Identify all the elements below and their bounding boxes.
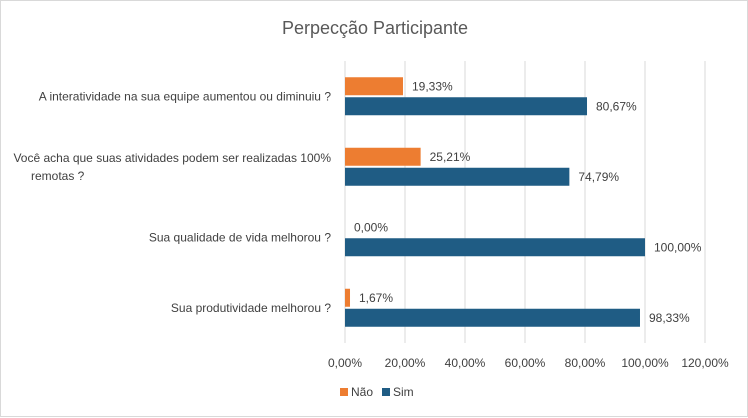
category-label: Sua produtividade melhorou ? bbox=[171, 301, 331, 315]
legend-label-nao: Não bbox=[351, 385, 373, 399]
data-label-sim: 80,67% bbox=[596, 99, 637, 113]
bar-sim bbox=[345, 97, 588, 116]
x-tick-label: 20,00% bbox=[385, 356, 426, 370]
bar-sim bbox=[345, 238, 645, 257]
x-tick-label: 120,00% bbox=[681, 356, 729, 370]
bar-nao bbox=[345, 77, 403, 96]
data-label-nao: 19,33% bbox=[412, 79, 453, 93]
data-label-sim: 100,00% bbox=[654, 240, 702, 254]
category-label: Sua qualidade de vida melhorou ? bbox=[149, 230, 331, 244]
data-label-sim: 74,79% bbox=[578, 170, 619, 184]
data-label-sim: 98,33% bbox=[649, 311, 690, 325]
category-label: A interatividade na sua equipe aumentou … bbox=[39, 89, 332, 103]
x-tick-label: 100,00% bbox=[621, 356, 669, 370]
x-tick-label: 80,00% bbox=[565, 356, 606, 370]
x-axis-ticks: 0,00% 20,00% 40,00% 60,00% 80,00% 100,00% 120,… bbox=[328, 356, 729, 370]
category-label: remotas ? bbox=[31, 169, 85, 183]
bar-sim bbox=[345, 308, 640, 327]
bar-nao bbox=[345, 147, 421, 166]
category-label: Você acha que suas atividades podem ser … bbox=[13, 151, 331, 165]
legend: Não Sim bbox=[340, 385, 414, 399]
legend-label-sim: Sim bbox=[393, 385, 414, 399]
data-label-nao: 1,67% bbox=[359, 291, 393, 305]
x-tick-label: 0,00% bbox=[328, 356, 362, 370]
x-tick-label: 40,00% bbox=[445, 356, 486, 370]
legend-swatch-nao bbox=[340, 388, 348, 396]
data-labels: 19,33% 80,67% 25,21% 74,79% 0,00% 100,00% 1,67… bbox=[354, 79, 702, 325]
bars bbox=[345, 77, 645, 327]
legend-swatch-sim bbox=[382, 388, 390, 396]
bar-nao bbox=[345, 288, 351, 307]
x-tick-label: 60,00% bbox=[505, 356, 546, 370]
bar-sim bbox=[345, 167, 570, 186]
chart-title: Perpecção Participante bbox=[282, 18, 468, 38]
data-label-nao: 25,21% bbox=[430, 150, 471, 164]
category-labels: A interatividade na sua equipe aumentou … bbox=[13, 89, 331, 315]
data-label-nao: 0,00% bbox=[354, 220, 388, 234]
